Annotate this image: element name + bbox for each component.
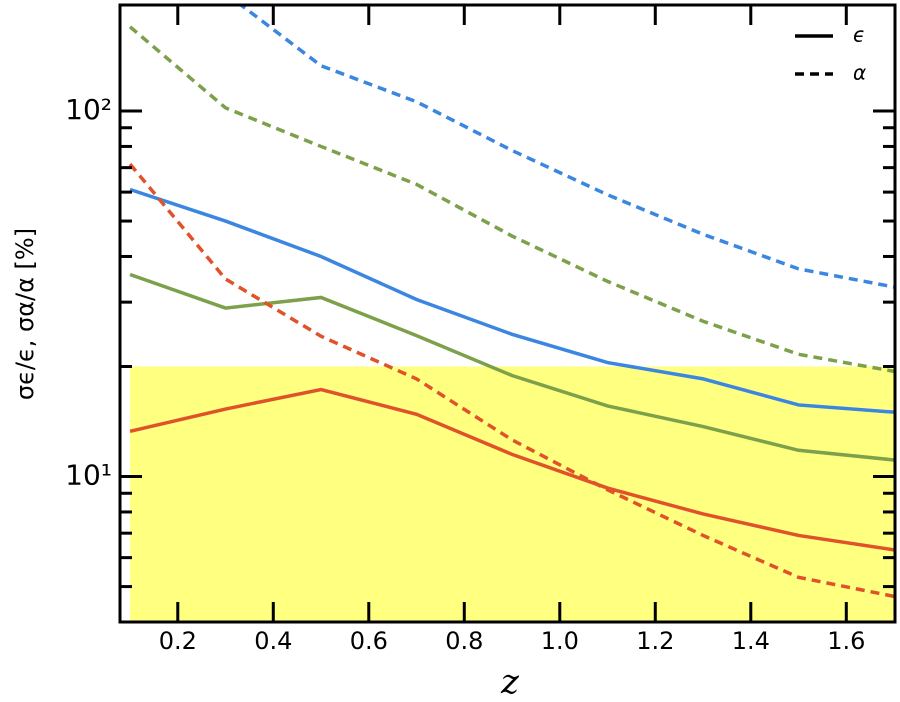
legend-label: α: [853, 61, 866, 85]
y-axis-label: σϵ/ϵ, σα/α [%]: [11, 228, 39, 400]
series-line: [128, 162, 895, 599]
x-tick-label: 1.2: [636, 627, 674, 655]
x-tick-label: 1.0: [541, 627, 579, 655]
x-tick-label: 0.6: [350, 627, 388, 655]
plot-frame: [118, 3, 897, 624]
x-axis-label: z: [500, 662, 520, 702]
x-tick-label: 0.8: [445, 627, 483, 655]
highlight-band: [130, 366, 895, 622]
series-line: [129, 272, 895, 462]
series-line: [129, 387, 895, 552]
x-tick-label: 1.6: [827, 627, 865, 655]
plot-layer: [128, 5, 895, 622]
series-line: [238, 5, 895, 289]
x-tick-label: 1.4: [732, 627, 770, 655]
series-line: [128, 25, 895, 374]
legend-label: ϵ: [853, 23, 865, 47]
x-tick-label: 0.2: [159, 627, 197, 655]
y-tick-label: 10²: [65, 93, 112, 126]
y-tick-label: 10¹: [65, 459, 112, 492]
series-line: [129, 187, 895, 414]
x-tick-label: 0.4: [254, 627, 292, 655]
